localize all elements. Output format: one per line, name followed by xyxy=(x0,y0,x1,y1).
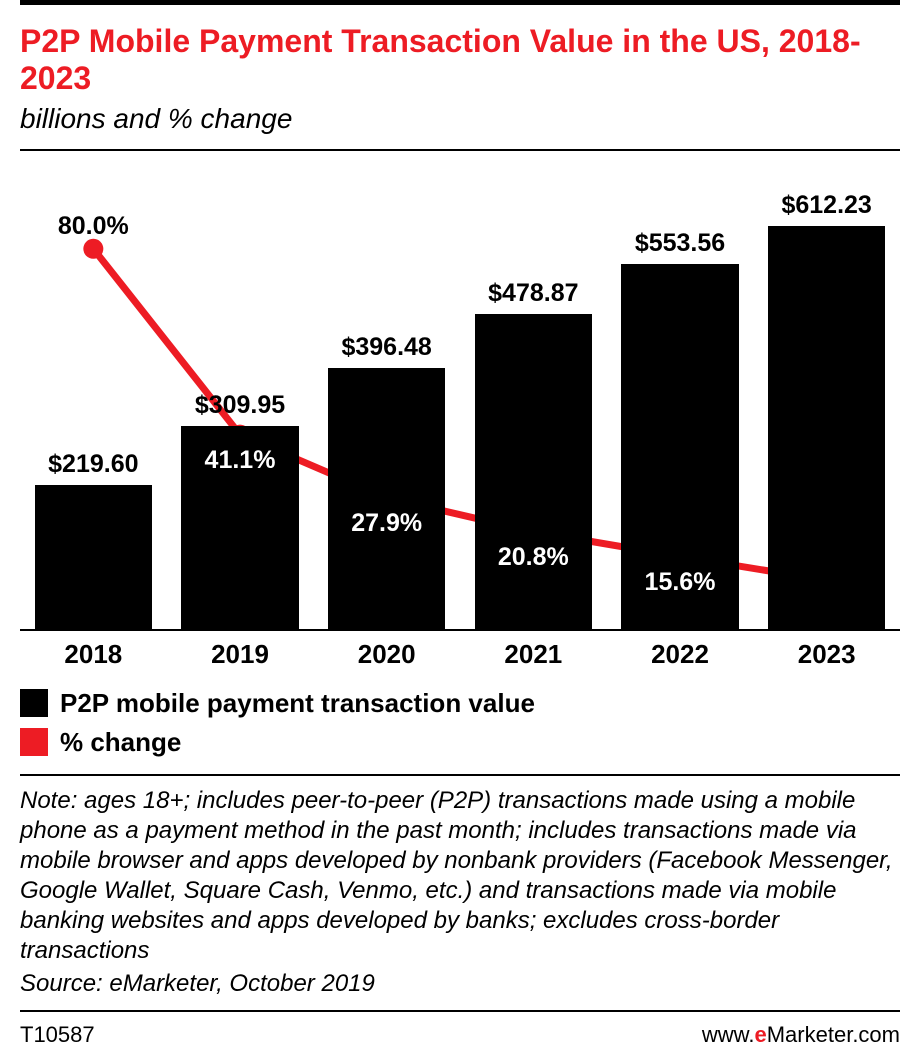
legend-rule xyxy=(20,774,900,776)
brand-prefix: www. xyxy=(702,1022,755,1047)
bar xyxy=(328,368,445,630)
legend-label-line: % change xyxy=(60,727,181,758)
legend-item-line: % change xyxy=(20,727,900,758)
x-axis-labels: 201820192020202120222023 xyxy=(20,639,900,670)
x-axis-label: 2019 xyxy=(167,639,314,670)
bar-value-label: $553.56 xyxy=(610,229,750,258)
footer: T10587 www.eMarketer.com xyxy=(20,1022,900,1058)
legend-item-bars: P2P mobile payment transaction value xyxy=(20,688,900,719)
bar-value-label: $612.23 xyxy=(757,191,897,220)
x-axis-label: 2020 xyxy=(313,639,460,670)
footer-rule xyxy=(20,1010,900,1012)
chart-container: P2P Mobile Payment Transaction Value in … xyxy=(0,0,920,1058)
bar xyxy=(475,314,592,631)
x-axis-label: 2023 xyxy=(753,639,900,670)
pct-change-label: 80.0% xyxy=(33,212,153,241)
brand-url: www.eMarketer.com xyxy=(702,1022,900,1048)
chart-title: P2P Mobile Payment Transaction Value in … xyxy=(20,23,900,97)
bar-value-label: $396.48 xyxy=(317,333,457,362)
header-rule xyxy=(20,149,900,151)
pct-change-label: 10.6% xyxy=(767,544,887,573)
legend-swatch-bars xyxy=(20,689,48,717)
bar xyxy=(35,485,152,630)
pct-change-label: 41.1% xyxy=(180,446,300,475)
chart-plot-area: $219.60 $309.95$396.48$478.87$553.56$612.… xyxy=(20,161,900,631)
bar-value-label: $478.87 xyxy=(463,279,603,308)
legend: P2P mobile payment transaction value % c… xyxy=(20,688,900,758)
chart-id: T10587 xyxy=(20,1022,95,1048)
bar-value-label: $309.95 xyxy=(170,391,310,420)
brand-red: e xyxy=(754,1022,766,1047)
brand-suffix: .com xyxy=(852,1022,900,1047)
x-axis-label: 2022 xyxy=(607,639,754,670)
pct-change-label: 27.9% xyxy=(327,509,447,538)
legend-swatch-line xyxy=(20,728,48,756)
chart-subtitle: billions and % change xyxy=(20,103,900,135)
chart-note: Note: ages 18+; includes peer-to-peer (P… xyxy=(20,786,900,966)
chart-source: Source: eMarketer, October 2019 xyxy=(20,970,900,998)
bar-value-label: $219.60 xyxy=(23,450,163,479)
x-axis-label: 2018 xyxy=(20,639,167,670)
pct-change-label: 20.8% xyxy=(473,543,593,572)
legend-label-bars: P2P mobile payment transaction value xyxy=(60,688,535,719)
brand-rest: Marketer xyxy=(767,1022,853,1047)
pct-change-label: 15.6% xyxy=(620,568,740,597)
top-rule xyxy=(20,0,900,5)
x-axis-label: 2021 xyxy=(460,639,607,670)
